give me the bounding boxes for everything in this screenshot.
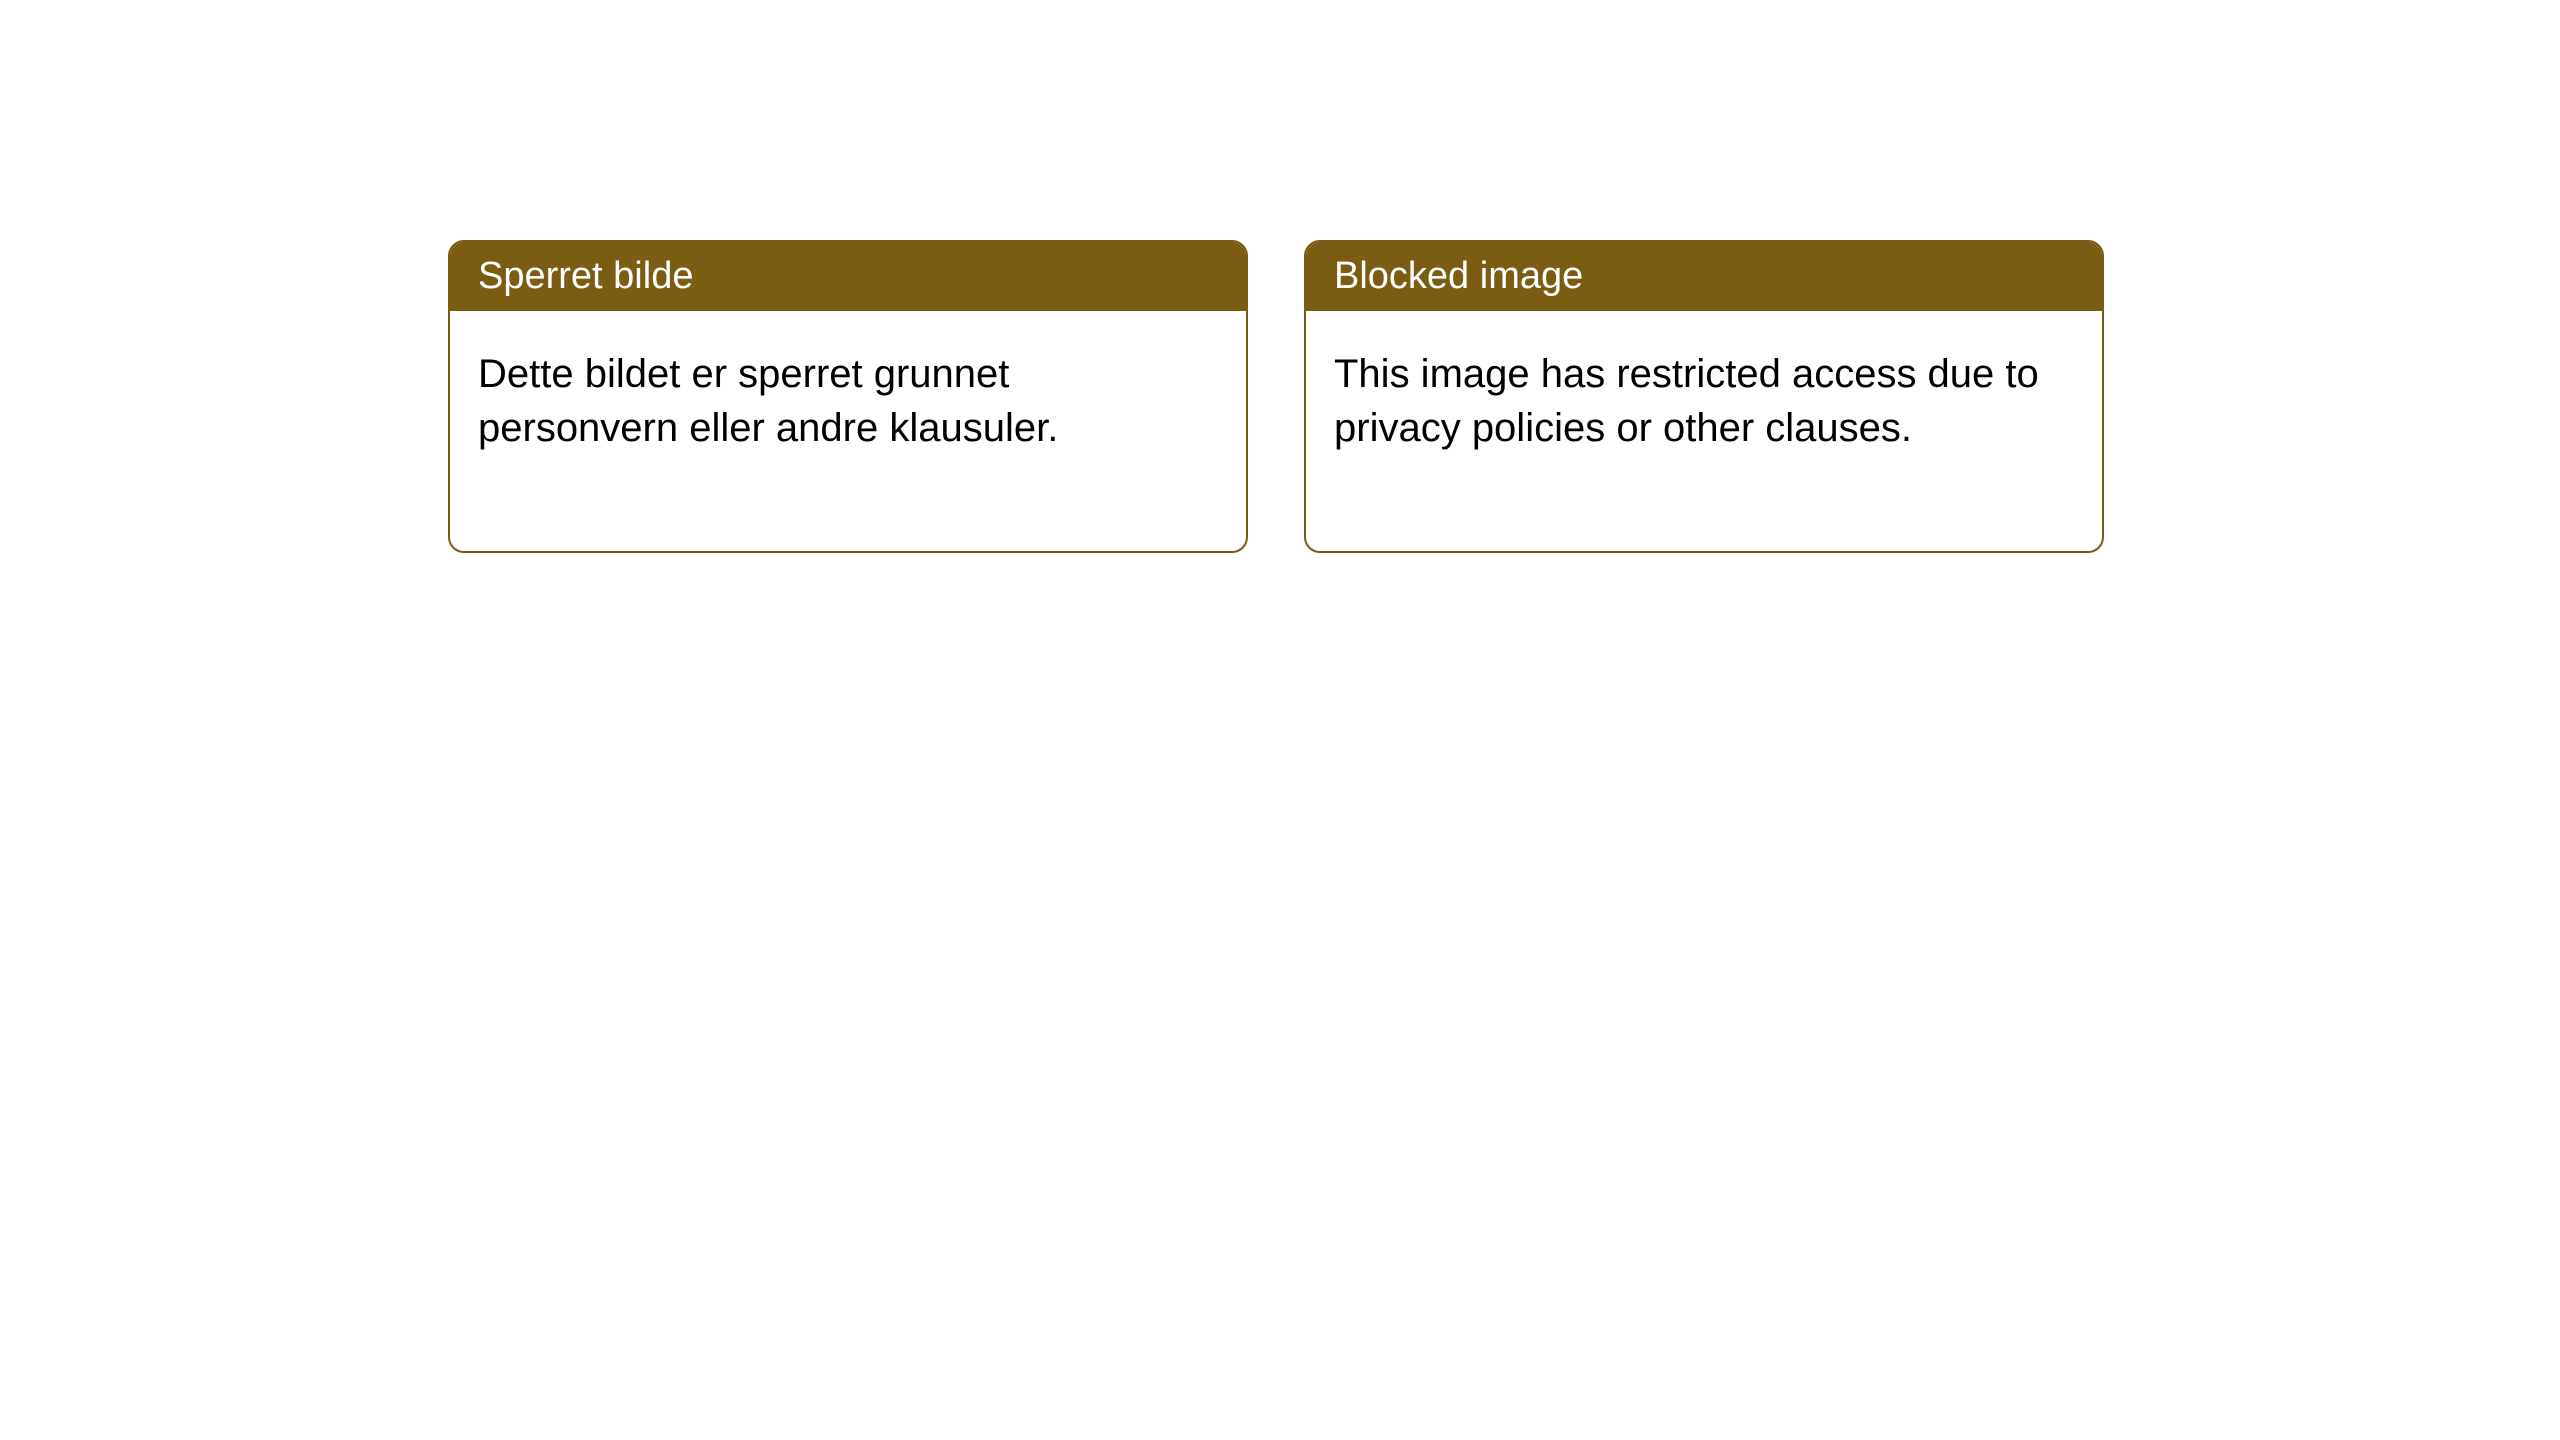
- notice-card-norwegian: Sperret bilde Dette bildet er sperret gr…: [448, 240, 1248, 553]
- notice-header: Blocked image: [1306, 242, 2102, 311]
- notice-card-english: Blocked image This image has restricted …: [1304, 240, 2104, 553]
- notice-body-text: Dette bildet er sperret grunnet personve…: [450, 311, 1246, 551]
- notice-body-text: This image has restricted access due to …: [1306, 311, 2102, 551]
- notice-container: Sperret bilde Dette bildet er sperret gr…: [448, 240, 2104, 553]
- notice-header: Sperret bilde: [450, 242, 1246, 311]
